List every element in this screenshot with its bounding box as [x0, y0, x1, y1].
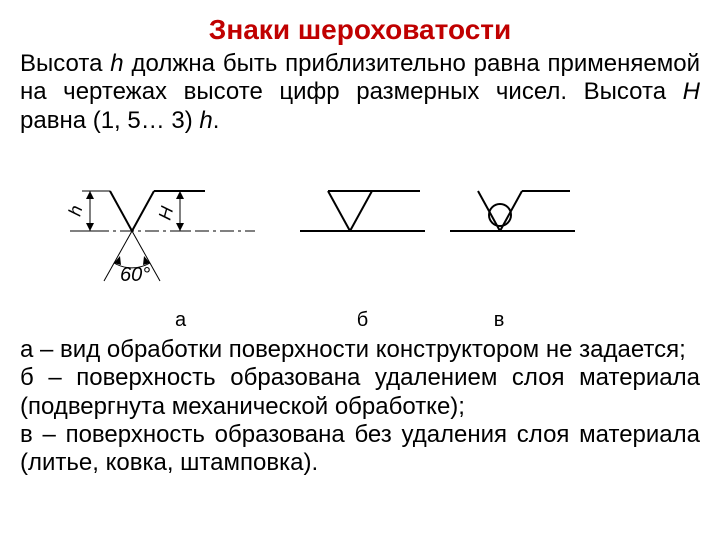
roughness-symbols-svg: 60° h H	[20, 141, 700, 311]
symbol-a: 60° h H	[65, 191, 255, 286]
diagram-row: 60° h H	[20, 141, 700, 311]
label-b: б	[357, 309, 368, 332]
intro-paragraph: Высота h должна быть приблизительно равн…	[20, 50, 700, 135]
dim-h-label: h	[65, 203, 87, 218]
intro-text: Высота	[20, 50, 110, 77]
symbol-b	[300, 191, 425, 231]
label-a: а	[175, 309, 186, 332]
intro-text: .	[213, 107, 220, 134]
intro-h2: h	[199, 107, 212, 134]
intro-text: равна (1, 5… 3)	[20, 107, 199, 134]
angle-label: 60°	[120, 264, 150, 286]
legend-b: б – поверхность образована удалением сло…	[20, 364, 700, 421]
legend-a: а – вид обработки поверхности конструкто…	[20, 336, 700, 364]
page-title: Знаки шероховатости	[20, 14, 700, 46]
dim-H-label: H	[155, 203, 178, 222]
symbol-c	[450, 191, 575, 231]
legend: а – вид обработки поверхности конструкто…	[20, 336, 700, 478]
diagram-labels: а б в	[20, 309, 700, 332]
legend-c: в – поверхность образована без удаления …	[20, 421, 700, 478]
intro-H: H	[683, 78, 700, 105]
label-c: в	[494, 309, 505, 332]
intro-h: h	[110, 50, 123, 77]
